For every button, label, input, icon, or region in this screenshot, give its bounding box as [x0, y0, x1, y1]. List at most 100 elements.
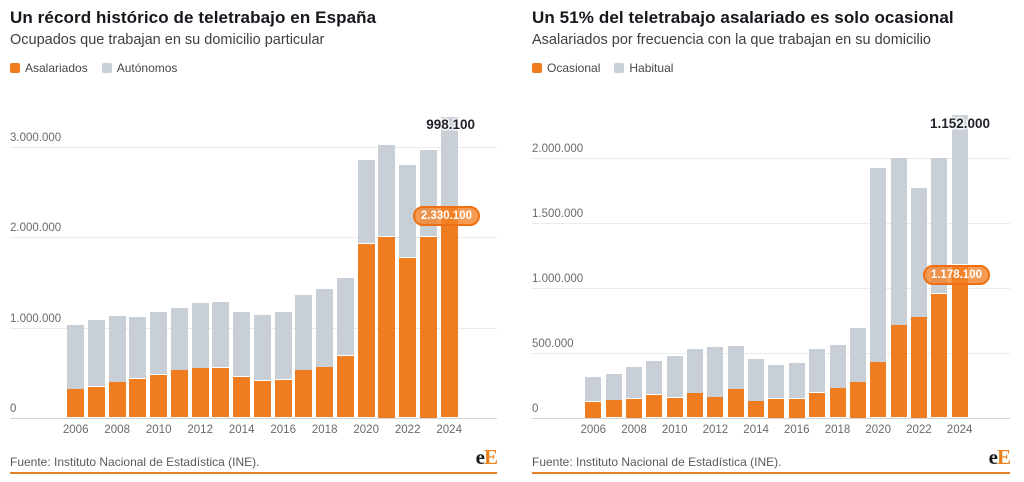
bar-segment-2010-autónomos [150, 312, 168, 375]
x-axis-tick-label: 2008 [104, 424, 130, 436]
gridline [10, 327, 497, 329]
x-axis-tick-label: 2024 [946, 424, 973, 436]
y-axis-tick-label: 3.000.000 [10, 131, 62, 144]
bar-segment-2015-autónomos [253, 314, 271, 381]
x-axis-tick-label: 2012 [187, 424, 213, 436]
bar-segment-2018-ocasional [829, 388, 846, 418]
y-axis-tick-label: 1.000.000 [532, 273, 584, 285]
y-axis-tick-label: 2.000.000 [532, 143, 584, 155]
gridline [532, 158, 1010, 159]
bar-segment-2007-ocasional [605, 400, 622, 418]
bar-segment-2016-ocasional [788, 398, 805, 418]
legend-item: Asalariados [10, 61, 88, 75]
y-axis-tick-label: 1.000.000 [10, 312, 62, 325]
bar-segment-2008-asalariados [108, 382, 126, 418]
bar-segment-2017-habitual [809, 349, 826, 393]
bar-segment-2022-habitual [910, 187, 927, 317]
logo-letter-orange: E [996, 445, 1011, 469]
chart-subtitle: Ocupados que trabajan en su domicilio pa… [10, 32, 325, 48]
x-axis-tick-label: 2014 [228, 424, 255, 436]
plot-area: 0 500.000 1.000.000 1.500.000 2.000.000 2006 2… [532, 0, 1010, 482]
legend-label: Habitual [629, 61, 674, 75]
bar-segment-2006-ocasional [585, 401, 602, 418]
annotation-asalariados: 2.330.100 [412, 206, 480, 226]
legend-swatch-orange-icon [10, 63, 20, 73]
eleconomista-logo: eE [475, 445, 498, 469]
bar-segment-2020-asalariados [357, 243, 375, 418]
bar-segment-2022-ocasional [910, 317, 927, 418]
bar-segment-2007-habitual [605, 373, 622, 400]
x-axis-tick-label: 2020 [353, 424, 379, 436]
bar-segment-2014-habitual [748, 358, 765, 401]
bar-segment-2013-ocasional [727, 389, 744, 418]
bar-segment-2011-habitual [687, 349, 704, 393]
footer-rule [532, 472, 1010, 474]
bar-segment-2006-asalariados [67, 389, 85, 418]
bar-segment-2017-asalariados [295, 370, 313, 418]
bar-segment-2022-asalariados [399, 257, 417, 418]
gridline [532, 288, 1010, 289]
bar-segment-2008-autónomos [108, 315, 126, 382]
bar-segment-2016-habitual [788, 363, 805, 398]
bar-segment-2010-asalariados [150, 374, 168, 418]
bar-segment-2011-autónomos [170, 307, 188, 370]
bar-segment-2018-asalariados [316, 367, 334, 418]
bar-segment-2011-ocasional [687, 393, 704, 418]
x-axis-tick-label: 2006 [62, 424, 89, 436]
chart-teletrabajo-total: Un récord histórico de teletrabajo en Es… [10, 0, 498, 482]
x-axis-tick-label: 2008 [621, 424, 647, 436]
x-axis-tick-label: 2018 [824, 424, 851, 436]
x-axis-tick-label: 2024 [436, 424, 462, 436]
legend-label: Ocasional [547, 61, 601, 75]
chart-teletrabajo-frecuencia: Un 51% del teletrabajo asalariado es sol… [532, 0, 1011, 482]
bar-segment-2023-ocasional [931, 293, 948, 418]
annotation-ocasional: 1.178.100 [922, 265, 990, 285]
x-axis-tick-label: 2020 [865, 424, 891, 436]
bar-segment-2014-asalariados [233, 376, 251, 418]
bar-segment-2008-habitual [626, 366, 642, 398]
gridline [10, 237, 497, 238]
bar-segment-2006-autónomos [67, 324, 85, 389]
y-axis-tick-label: 500.000 [532, 338, 574, 350]
source-note: Fuente: Instituto Nacional de Estadístic… [10, 455, 260, 469]
bar-segment-2012-ocasional [707, 397, 724, 418]
x-axis-tick-label: 2022 [906, 424, 932, 436]
x-axis-tick-label: 2018 [311, 424, 338, 436]
logo-letter-dark: e [475, 445, 485, 469]
x-axis-tick-label: 2016 [270, 424, 296, 436]
chart-title: Un récord histórico de teletrabajo en Es… [10, 8, 377, 27]
bar-segment-2016-autónomos [274, 312, 292, 380]
gridline [10, 418, 497, 419]
legend-label: Asalariados [25, 61, 88, 75]
bar-segment-2021-asalariados [378, 237, 396, 418]
bar-segment-2008-ocasional [626, 398, 642, 418]
legend-label: Autónomos [116, 61, 178, 75]
y-axis-tick-label: 2.000.000 [10, 222, 62, 234]
bar-segment-2007-autónomos [87, 320, 105, 387]
bar-segment-2019-habitual [849, 328, 866, 382]
chart-title: Un 51% del teletrabajo asalariado es sol… [532, 8, 954, 27]
bar-segment-2011-asalariados [170, 370, 188, 418]
bar-segment-2019-asalariados [336, 355, 354, 418]
x-axis-tick-label: 2014 [743, 424, 769, 436]
legend-item: Autónomos [101, 61, 178, 75]
bar-segment-2019-autónomos [336, 277, 354, 356]
x-axis-tick-label: 2022 [394, 424, 421, 436]
legend-swatch-gray-icon [614, 63, 625, 73]
bar-segment-2023-asalariados [419, 237, 437, 418]
x-axis-tick-label: 2010 [661, 424, 688, 436]
legend-swatch-orange-icon [532, 63, 542, 73]
bar-segment-2009-ocasional [646, 394, 663, 418]
bar-segment-2024-ocasional [951, 264, 968, 418]
plot-area: 0 1.000.000 2.000.000 3.000.000 2006 2008 2010… [10, 0, 497, 482]
bar-segment-2012-asalariados [191, 368, 209, 418]
bar-segment-2018-autónomos [316, 288, 334, 367]
bar-segment-2013-asalariados [212, 367, 230, 418]
bar-segment-2021-autónomos [378, 144, 396, 237]
footer-rule [10, 472, 497, 474]
bar-segment-2024-habitual [951, 115, 968, 265]
bar-segment-2023-habitual [931, 158, 948, 294]
bar-segment-2009-habitual [646, 361, 663, 395]
bar-segment-2021-ocasional [890, 325, 907, 418]
